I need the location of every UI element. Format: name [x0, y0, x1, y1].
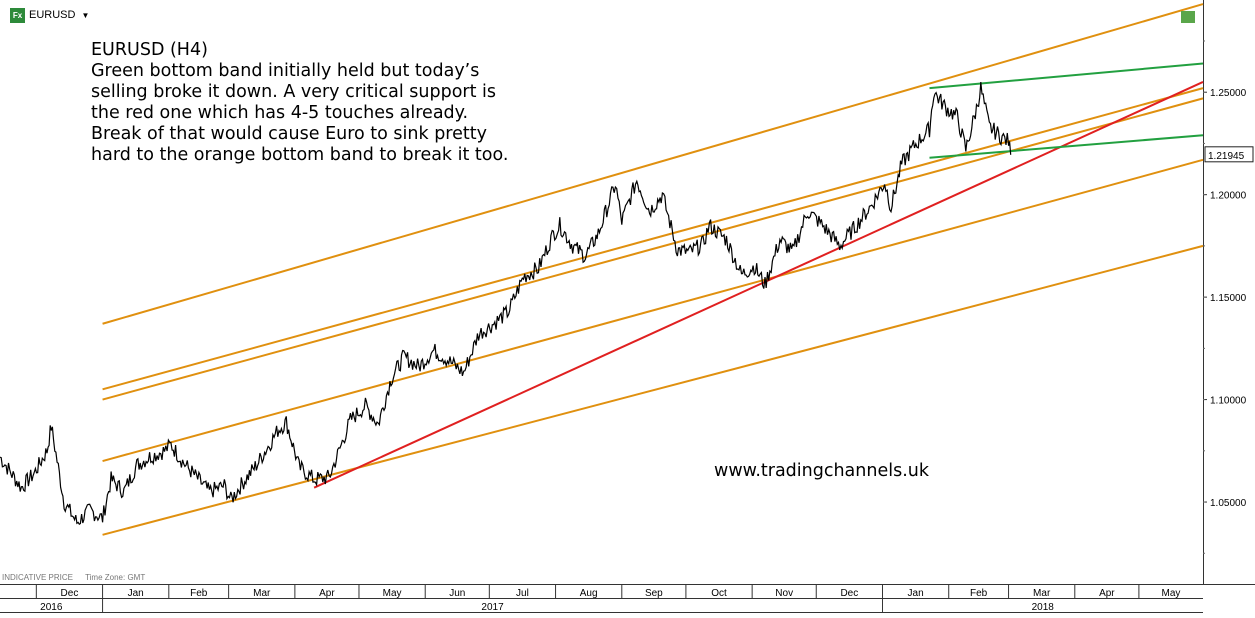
instrument-label: EURUSD — [29, 9, 76, 21]
y-tick-label: 1.10000 — [1210, 396, 1247, 407]
green-channel-line — [929, 62, 1204, 90]
chevron-down-icon[interactable]: ▼ — [81, 10, 90, 20]
x-tick-label: Apr — [319, 588, 335, 599]
fx-icon: Fx — [10, 7, 25, 23]
x-tick-label: Aug — [580, 588, 598, 599]
x-tick-label: Oct — [711, 588, 727, 599]
chart-annotation: EURUSD (H4) Green bottom band initially … — [91, 40, 511, 166]
annotation-line: Green bottom band initially held but tod… — [91, 61, 480, 81]
annotation-line: selling broke it down. A very critical s… — [91, 82, 497, 102]
x-tick-label: Sep — [645, 588, 663, 599]
annotation-line: hard to the orange bottom band to break … — [91, 145, 509, 165]
x-tick-label: May — [1161, 588, 1180, 599]
watermark: www.tradingchannels.uk — [714, 461, 929, 481]
orange-channel-line — [102, 97, 1204, 401]
y-tick-label: 1.05000 — [1210, 498, 1247, 509]
x-tick-label: Jun — [449, 588, 465, 599]
x-tick-label: Mar — [1033, 588, 1051, 599]
red-support-line — [313, 81, 1204, 489]
year-label: 2016 — [40, 602, 63, 613]
annotation-line: Break of that would cause Euro to sink p… — [91, 124, 487, 144]
last-price-label: 1.21945 — [1208, 151, 1245, 162]
orange-channel-line — [102, 158, 1204, 463]
x-tick-label: Jul — [516, 588, 529, 599]
instrument-selector[interactable]: Fx EURUSD ▼ — [10, 7, 89, 23]
indicative-price-label: INDICATIVE PRICE — [2, 573, 73, 582]
x-tick-label: Mar — [253, 588, 271, 599]
x-tick-label: Jan — [128, 588, 144, 599]
x-tick-label: Feb — [970, 588, 988, 599]
x-tick-label: Dec — [840, 588, 858, 599]
annotation-title: EURUSD (H4) — [91, 40, 208, 60]
year-label: 2018 — [1032, 602, 1055, 613]
x-tick-label: Feb — [190, 588, 208, 599]
annotation-line: the red one which has 4-5 touches alread… — [91, 103, 469, 123]
x-tick-label: Apr — [1099, 588, 1115, 599]
x-tick-label: Dec — [61, 588, 79, 599]
year-label: 2017 — [481, 602, 504, 613]
orange-channel-line — [102, 244, 1204, 536]
last-price-box — [1204, 146, 1254, 163]
y-tick-label: 1.20000 — [1210, 191, 1247, 202]
price-series-line — [0, 82, 1012, 526]
y-tick-label: 1.25000 — [1210, 88, 1247, 99]
timezone-label: Time Zone: GMT — [85, 573, 146, 582]
orange-channel-line — [102, 87, 1204, 391]
footer-note: INDICATIVE PRICE Time Zone: GMT — [2, 573, 155, 582]
chart-corner-icon[interactable] — [1181, 11, 1195, 23]
x-tick-label: Jan — [908, 588, 924, 599]
green-channel-line — [929, 134, 1204, 159]
orange-channel-line — [102, 3, 1204, 325]
x-tick-label: Nov — [775, 588, 793, 599]
x-tick-label: May — [383, 588, 402, 599]
y-tick-label: 1.15000 — [1210, 293, 1247, 304]
